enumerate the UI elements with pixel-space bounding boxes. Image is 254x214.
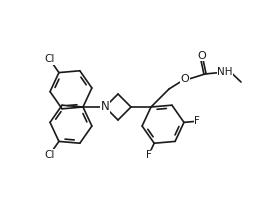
Text: O: O: [197, 51, 205, 61]
Text: NH: NH: [216, 67, 232, 77]
Text: F: F: [145, 150, 151, 160]
Text: O: O: [180, 74, 189, 84]
Text: F: F: [194, 116, 200, 126]
Text: N: N: [100, 101, 109, 113]
Text: Cl: Cl: [44, 150, 54, 160]
Text: Cl: Cl: [44, 54, 54, 64]
